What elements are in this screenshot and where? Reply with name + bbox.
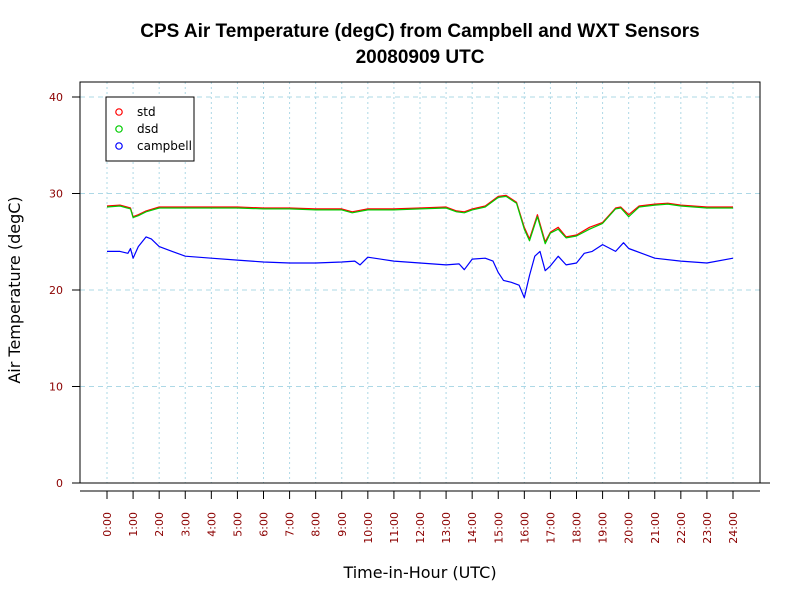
chart-subtitle: 20080909 UTC <box>356 47 485 68</box>
x-tick-label-19: 19:00 <box>597 512 610 544</box>
x-tick-label-20: 20:00 <box>623 512 636 544</box>
legend-marker-campbell <box>115 142 123 150</box>
x-tick-label-24: 24:00 <box>727 512 740 544</box>
series-line-dsd <box>106 195 733 245</box>
x-tick-label-1: 1:00 <box>127 512 140 537</box>
y-tick-label-2: 20 <box>49 284 63 297</box>
legend-marker-dsd <box>115 125 123 133</box>
x-tick-label-18: 18:00 <box>571 512 584 544</box>
series-layer <box>106 194 734 299</box>
x-tick-label-16: 16:00 <box>518 512 531 544</box>
x-tick-label-0: 0:00 <box>101 512 114 537</box>
x-tick-label-5: 5:00 <box>231 512 244 537</box>
legend-label-campbell: campbell <box>137 139 192 153</box>
x-tick-label-9: 9:00 <box>336 512 349 537</box>
series-line-campbell <box>107 236 734 299</box>
x-tick-label-12: 12:00 <box>414 512 427 544</box>
x-tick-label-3: 3:00 <box>179 512 192 537</box>
x-tick-label-21: 21:00 <box>649 512 662 544</box>
y-tick-label-1: 10 <box>49 381 63 394</box>
grid <box>80 82 760 483</box>
x-tick-label-17: 17:00 <box>544 512 557 544</box>
legend-label-dsd: dsd <box>137 122 159 136</box>
legend: std dsd campbell <box>105 96 195 162</box>
legend-label-std: std <box>137 105 156 119</box>
x-tick-label-10: 10:00 <box>362 512 375 544</box>
legend-box <box>105 96 195 162</box>
legend-marker-std <box>115 108 123 116</box>
y-axis-label: Air Temperature (degC) <box>5 196 24 383</box>
x-tick-label-15: 15:00 <box>492 512 505 544</box>
x-tick-label-23: 23:00 <box>701 512 714 544</box>
y-tick-label-0: 0 <box>56 477 63 490</box>
x-tick-label-22: 22:00 <box>675 512 688 544</box>
x-tick-label-8: 8:00 <box>310 512 323 537</box>
x-tick-label-7: 7:00 <box>284 512 297 537</box>
x-tick-label-6: 6:00 <box>258 512 271 537</box>
x-tick-label-14: 14:00 <box>466 512 479 544</box>
axes: 0:00 1:00 2:00 3:00 4:00 5:00 6:00 7:00 8:00 9:00… <box>49 82 770 544</box>
x-tick-label-2: 2:00 <box>153 512 166 537</box>
x-tick-label-4: 4:00 <box>205 512 218 537</box>
y-tick-label-4: 40 <box>49 91 63 104</box>
x-tick-label-11: 11:00 <box>388 512 401 544</box>
chart-title: CPS Air Temperature (degC) from Campbell… <box>140 21 700 42</box>
series-line-std <box>106 194 733 243</box>
x-tick-label-13: 13:00 <box>440 512 453 544</box>
y-tick-label-3: 30 <box>49 188 63 201</box>
x-axis-label: Time-in-Hour (UTC) <box>342 563 496 582</box>
